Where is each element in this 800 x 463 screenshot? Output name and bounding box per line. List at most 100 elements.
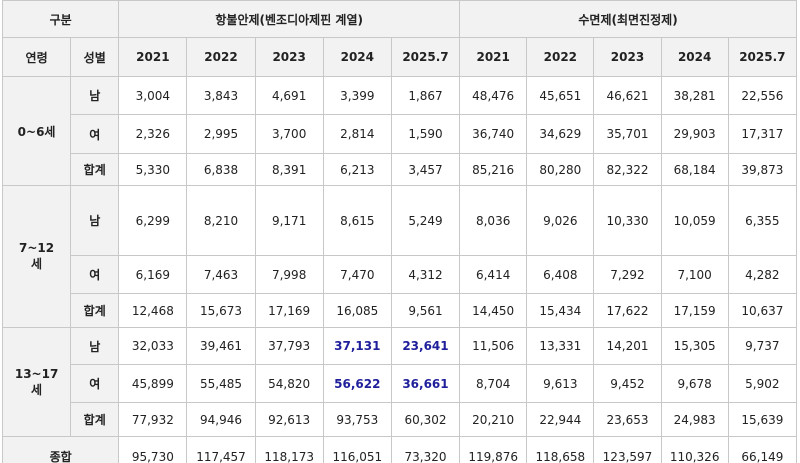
value-cell: 9,561 xyxy=(390,293,461,328)
value-cell: 39,461 xyxy=(186,327,256,365)
value-cell: 17,169 xyxy=(254,293,324,328)
value-cell: 6,169 xyxy=(118,255,188,294)
total-label: 종합 xyxy=(1,436,120,463)
value-cell: 54,820 xyxy=(254,364,324,403)
value-cell: 80,280 xyxy=(526,153,595,186)
sex-cell: 합계 xyxy=(70,293,120,328)
value-cell: 37,131 xyxy=(322,327,392,365)
value-cell: 2,995 xyxy=(186,114,256,154)
year-header: 2024 xyxy=(660,37,729,77)
value-cell: 118,173 xyxy=(254,436,324,463)
value-cell: 55,485 xyxy=(186,364,256,403)
table-row: 여 6,169 7,463 7,998 7,470 4,312 6,414 6,408 7,29… xyxy=(3,255,798,294)
value-cell: 6,408 xyxy=(526,255,595,294)
value-cell: 14,201 xyxy=(593,327,662,365)
value-cell: 22,556 xyxy=(727,76,798,115)
value-cell: 16,085 xyxy=(322,293,392,328)
value-cell: 15,639 xyxy=(727,402,798,437)
value-cell: 36,740 xyxy=(459,114,528,154)
value-cell: 24,983 xyxy=(660,402,729,437)
sex-cell: 남 xyxy=(70,185,120,256)
value-cell: 6,299 xyxy=(118,185,188,256)
value-cell: 7,100 xyxy=(660,255,729,294)
value-cell: 37,793 xyxy=(254,327,324,365)
sex-cell: 여 xyxy=(70,255,120,294)
value-cell: 8,210 xyxy=(186,185,256,256)
sex-cell: 남 xyxy=(70,76,120,115)
table-row: 구분 항불안제(벤조디아제핀 계열) 수면제(최면진정제) xyxy=(1,0,797,38)
year-header: 2023 xyxy=(593,37,662,77)
value-cell: 6,213 xyxy=(322,153,392,186)
value-cell: 9,737 xyxy=(727,327,798,365)
table-row: 13~17 세 남 32,033 39,461 37,793 37,131 23,641 11,… xyxy=(1,327,798,437)
sex-cell: 남 xyxy=(70,327,120,365)
value-cell: 6,838 xyxy=(186,153,256,186)
value-cell: 8,615 xyxy=(322,185,392,256)
value-cell: 4,312 xyxy=(390,255,461,294)
age-group-line: 0~6세 xyxy=(17,124,56,139)
value-cell: 5,902 xyxy=(727,364,798,403)
age-group-line: 세 xyxy=(31,382,43,397)
value-cell: 8,704 xyxy=(459,364,528,403)
year-header: 2021 xyxy=(459,37,528,77)
table-row: 7~12 세 남 6,299 8,210 9,171 8,615 5,249 8,036 9,02… xyxy=(1,185,798,328)
value-cell: 38,281 xyxy=(660,76,729,115)
table-row: 0~6세 남 3,004 3,843 4,691 3,399 1,867 48,476 45,6… xyxy=(1,76,798,186)
sex-cell: 합계 xyxy=(70,402,120,437)
value-cell: 77,932 xyxy=(118,402,188,437)
value-cell: 8,391 xyxy=(254,153,324,186)
value-cell: 12,468 xyxy=(118,293,188,328)
value-cell: 3,457 xyxy=(390,153,461,186)
table-row: 합계 77,932 94,946 92,613 93,753 60,302 20,210 22… xyxy=(3,402,798,437)
value-cell: 94,946 xyxy=(186,402,256,437)
value-cell: 45,899 xyxy=(118,364,188,403)
age-group: 0~6세 xyxy=(1,76,72,186)
value-cell: 1,590 xyxy=(390,114,461,154)
value-cell: 39,873 xyxy=(727,153,798,186)
value-cell: 6,355 xyxy=(727,185,798,256)
value-cell: 2,814 xyxy=(322,114,392,154)
value-cell: 5,330 xyxy=(118,153,188,186)
value-cell: 95,730 xyxy=(118,436,188,463)
value-cell: 10,330 xyxy=(593,185,662,256)
value-cell: 35,701 xyxy=(593,114,662,154)
age-group-line: 세 xyxy=(31,257,43,271)
value-cell: 9,171 xyxy=(254,185,324,256)
age-group: 7~12 세 xyxy=(1,185,72,328)
value-cell: 4,691 xyxy=(254,76,324,115)
value-cell: 8,036 xyxy=(459,185,528,256)
value-cell: 17,622 xyxy=(593,293,662,328)
value-cell: 23,653 xyxy=(593,402,662,437)
value-cell: 3,004 xyxy=(118,76,188,115)
value-cell: 20,210 xyxy=(459,402,528,437)
value-cell: 85,216 xyxy=(459,153,528,186)
age-group-line: 13~17 xyxy=(14,366,59,381)
value-cell: 23,641 xyxy=(390,327,461,365)
value-cell: 3,399 xyxy=(322,76,392,115)
value-cell: 117,457 xyxy=(186,436,256,463)
group-header: 항불안제(벤조디아제핀 계열) xyxy=(118,0,461,38)
value-cell: 7,463 xyxy=(186,255,256,294)
value-cell: 48,476 xyxy=(459,76,528,115)
value-cell: 1,867 xyxy=(390,76,461,115)
value-cell: 6,414 xyxy=(459,255,528,294)
value-cell: 34,629 xyxy=(526,114,595,154)
value-cell: 29,903 xyxy=(660,114,729,154)
value-cell: 14,450 xyxy=(459,293,528,328)
value-cell: 10,059 xyxy=(660,185,729,256)
value-cell: 68,184 xyxy=(660,153,729,186)
value-cell: 3,843 xyxy=(186,76,256,115)
year-header: 2023 xyxy=(254,37,324,77)
value-cell: 17,317 xyxy=(727,114,798,154)
value-cell: 9,026 xyxy=(526,185,595,256)
value-cell: 7,292 xyxy=(593,255,662,294)
table-row: 여 2,326 2,995 3,700 2,814 1,590 36,740 34,629 35… xyxy=(3,114,798,154)
sex-cell: 여 xyxy=(70,364,120,403)
value-cell: 73,320 xyxy=(390,436,461,463)
table-row: 종합 95,730 117,457 118,173 116,051 73,320 119,8… xyxy=(1,436,798,463)
group-label: 구분 xyxy=(1,0,120,38)
value-cell: 32,033 xyxy=(118,327,188,365)
value-cell: 2,326 xyxy=(118,114,188,154)
value-cell: 116,051 xyxy=(322,436,392,463)
